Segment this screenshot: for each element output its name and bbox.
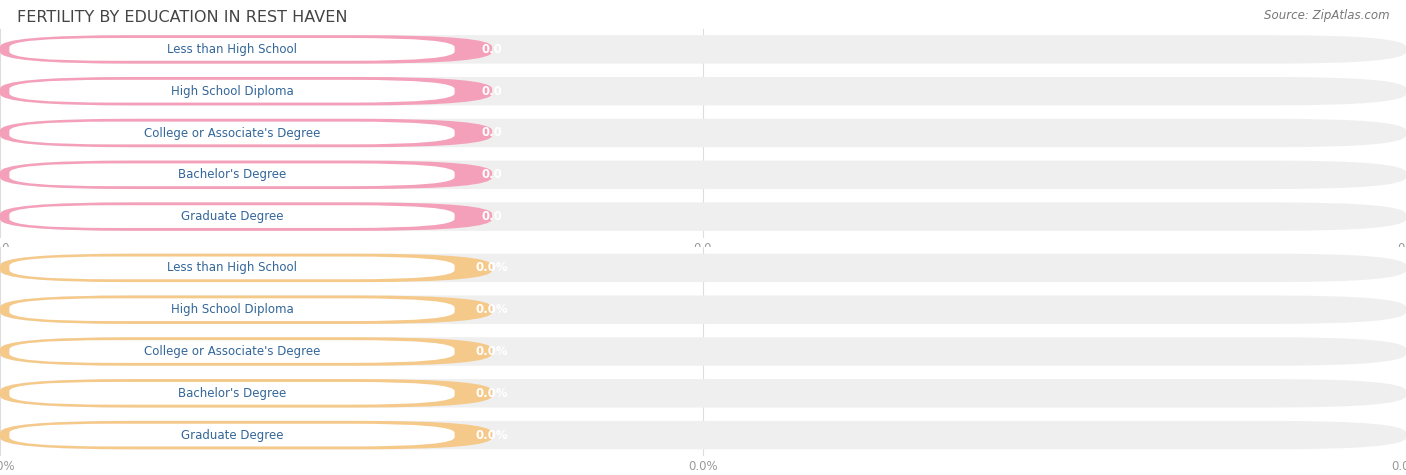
Text: 0.0: 0.0 xyxy=(482,168,502,181)
FancyBboxPatch shape xyxy=(0,337,492,366)
FancyBboxPatch shape xyxy=(0,35,1406,64)
Text: 0.0%: 0.0% xyxy=(475,387,509,400)
Text: 0.0%: 0.0% xyxy=(475,428,509,442)
FancyBboxPatch shape xyxy=(0,119,1406,147)
Text: FERTILITY BY EDUCATION IN REST HAVEN: FERTILITY BY EDUCATION IN REST HAVEN xyxy=(17,10,347,25)
FancyBboxPatch shape xyxy=(0,35,492,64)
FancyBboxPatch shape xyxy=(0,77,492,105)
Text: College or Associate's Degree: College or Associate's Degree xyxy=(143,126,321,140)
FancyBboxPatch shape xyxy=(10,122,454,144)
FancyBboxPatch shape xyxy=(10,205,454,228)
Text: Graduate Degree: Graduate Degree xyxy=(181,210,283,223)
FancyBboxPatch shape xyxy=(0,161,1406,189)
FancyBboxPatch shape xyxy=(0,421,492,449)
Text: High School Diploma: High School Diploma xyxy=(170,303,294,316)
Text: Bachelor's Degree: Bachelor's Degree xyxy=(179,387,285,400)
FancyBboxPatch shape xyxy=(10,298,454,321)
FancyBboxPatch shape xyxy=(0,379,1406,408)
Text: 0.0%: 0.0% xyxy=(475,261,509,275)
FancyBboxPatch shape xyxy=(10,80,454,103)
Text: 0.0%: 0.0% xyxy=(475,345,509,358)
FancyBboxPatch shape xyxy=(10,382,454,405)
Text: 0.0%: 0.0% xyxy=(475,303,509,316)
Text: 0.0: 0.0 xyxy=(482,126,502,140)
Text: Less than High School: Less than High School xyxy=(167,261,297,275)
Text: High School Diploma: High School Diploma xyxy=(170,85,294,98)
Text: Bachelor's Degree: Bachelor's Degree xyxy=(179,168,285,181)
FancyBboxPatch shape xyxy=(10,163,454,186)
FancyBboxPatch shape xyxy=(0,295,492,324)
FancyBboxPatch shape xyxy=(0,119,492,147)
FancyBboxPatch shape xyxy=(10,424,454,446)
Text: 0.0: 0.0 xyxy=(482,210,502,223)
FancyBboxPatch shape xyxy=(10,340,454,363)
Text: 0.0: 0.0 xyxy=(482,43,502,56)
FancyBboxPatch shape xyxy=(0,295,1406,324)
Text: Graduate Degree: Graduate Degree xyxy=(181,428,283,442)
FancyBboxPatch shape xyxy=(0,337,1406,366)
Text: College or Associate's Degree: College or Associate's Degree xyxy=(143,345,321,358)
FancyBboxPatch shape xyxy=(0,77,1406,105)
FancyBboxPatch shape xyxy=(10,256,454,279)
FancyBboxPatch shape xyxy=(0,254,492,282)
FancyBboxPatch shape xyxy=(0,379,492,408)
Text: Less than High School: Less than High School xyxy=(167,43,297,56)
Text: 0.0: 0.0 xyxy=(482,85,502,98)
FancyBboxPatch shape xyxy=(0,202,1406,231)
FancyBboxPatch shape xyxy=(0,421,1406,449)
Text: Source: ZipAtlas.com: Source: ZipAtlas.com xyxy=(1264,10,1389,22)
FancyBboxPatch shape xyxy=(10,38,454,61)
FancyBboxPatch shape xyxy=(0,161,492,189)
FancyBboxPatch shape xyxy=(0,202,492,231)
FancyBboxPatch shape xyxy=(0,254,1406,282)
